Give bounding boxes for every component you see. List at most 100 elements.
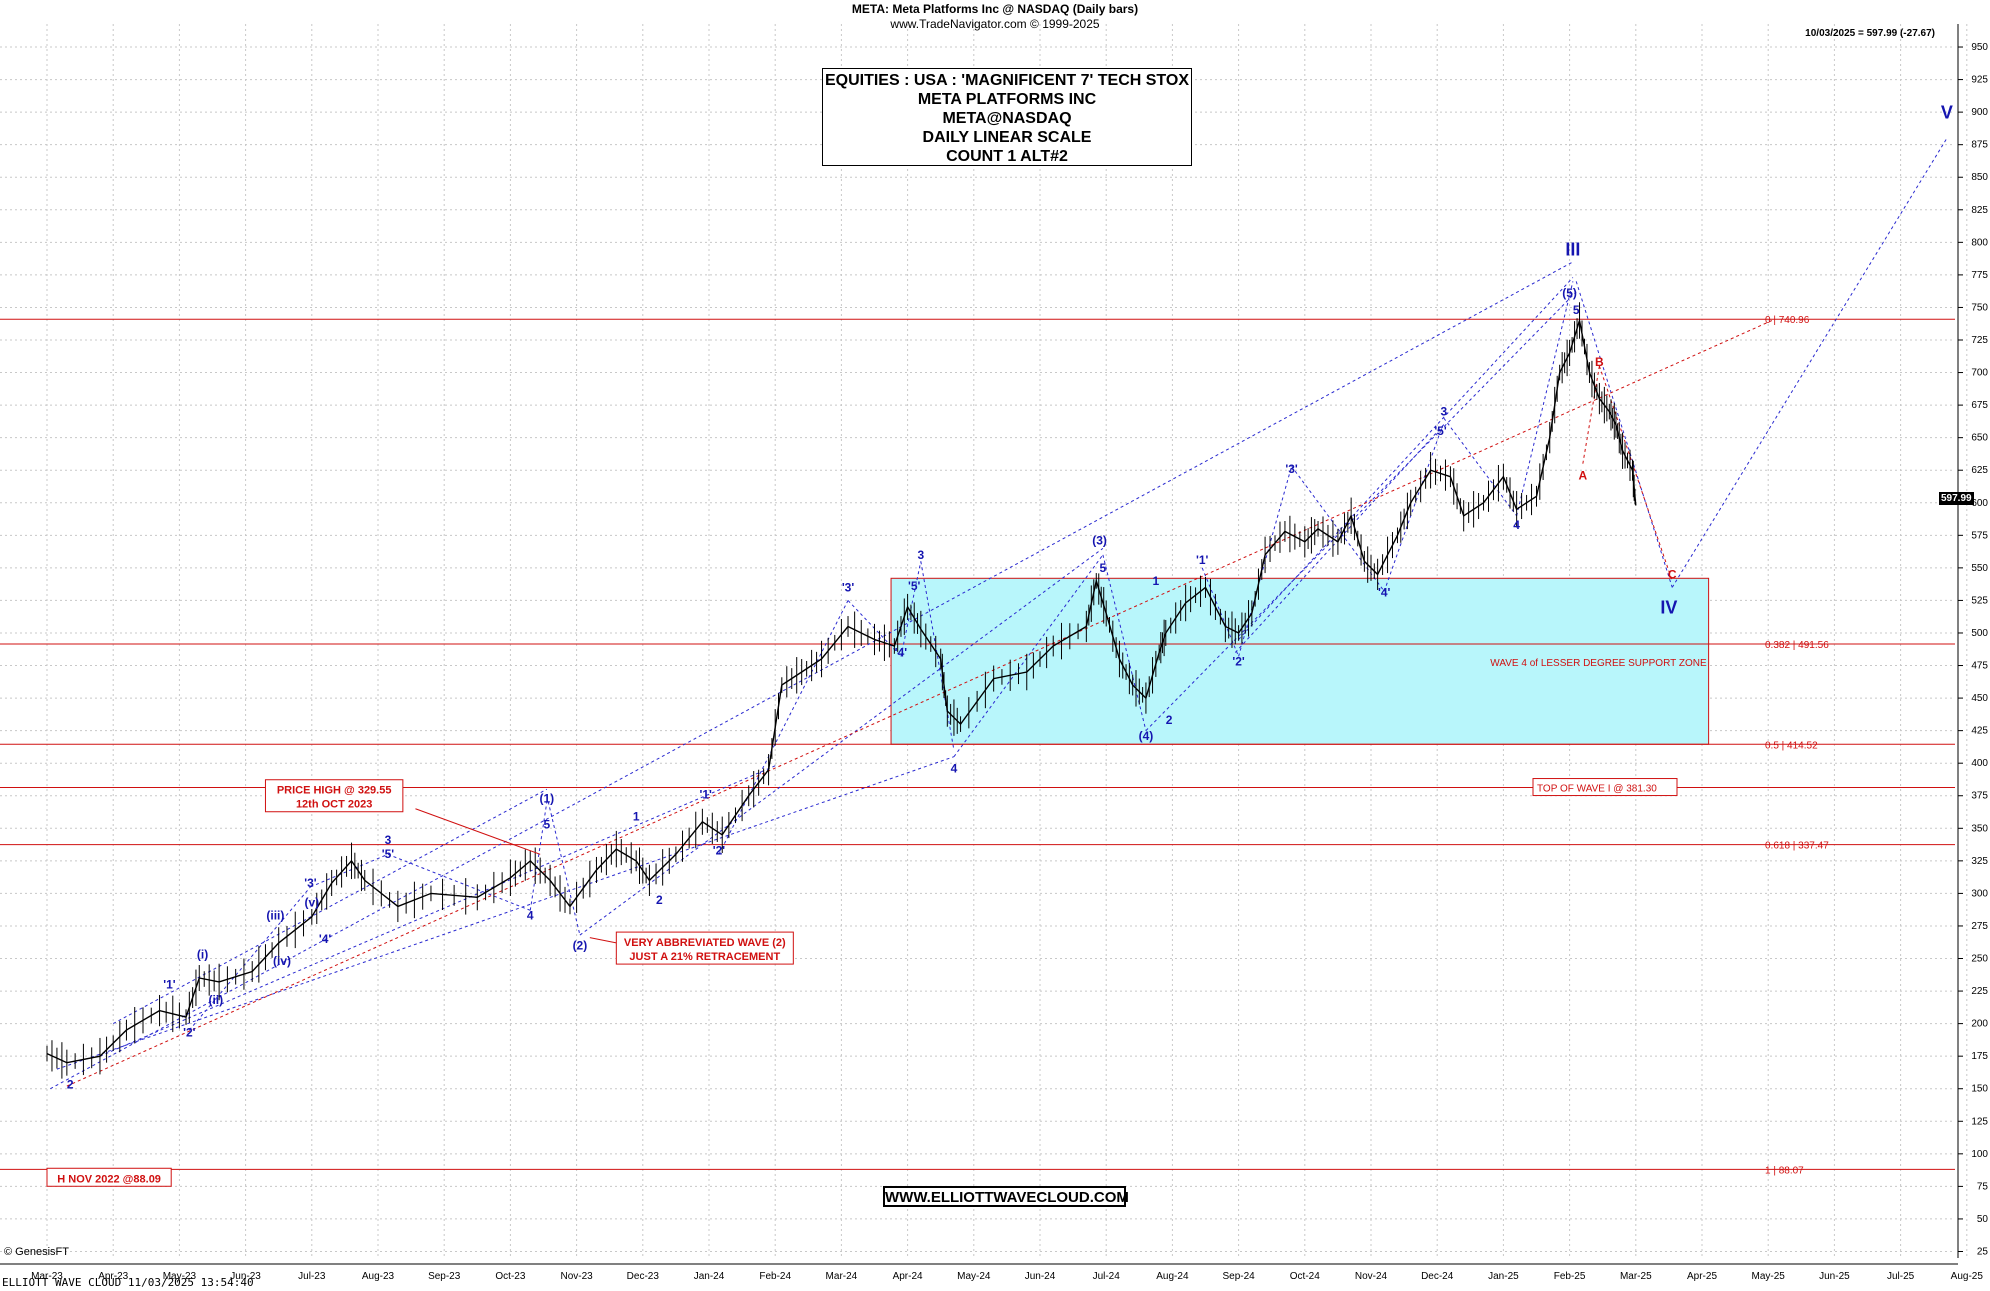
wave-label: (ii) [208, 993, 223, 1007]
x-tick-label: Apr-24 [893, 1271, 923, 1282]
y-tick-label: 925 [1971, 75, 1988, 86]
wave-label: 3 [385, 833, 392, 847]
channel-line [1145, 291, 1577, 731]
y-tick-label: 475 [1971, 661, 1988, 672]
fib-label-box [1532, 778, 1678, 797]
x-tick-label: Mar-25 [1620, 1271, 1652, 1282]
title-line: DAILY LINEAR SCALE [922, 129, 1092, 146]
title-line: META PLATFORMS INC [917, 91, 1097, 108]
wave-label: B [1595, 355, 1604, 369]
channel-line [1383, 430, 1441, 592]
x-tick-label: Oct-24 [1290, 1271, 1320, 1282]
wave-label: '1' [699, 787, 712, 801]
channel-line [579, 547, 1104, 936]
wave-label: '1' [1196, 553, 1209, 567]
website-label: WWW.ELLIOTTWAVECLOUD.COM [883, 1186, 1129, 1207]
x-tick-label: Aug-24 [1156, 1271, 1189, 1282]
y-tick-label: 700 [1971, 368, 1988, 379]
x-tick-label: Jun-25 [1819, 1271, 1850, 1282]
channel-line [1102, 554, 1147, 731]
y-tick-label: 300 [1971, 888, 1988, 899]
last-value-readout: 10/03/2025 = 597.99 (-27.67) [1805, 28, 1935, 39]
x-tick-label: Mar-23 [31, 1271, 63, 1282]
y-tick-label: 800 [1971, 237, 1988, 248]
footer-stamp: ELLIOTT WAVE CLOUD 11/03/2025 13:54:40 [2, 1276, 254, 1289]
y-tick-label: 775 [1971, 270, 1988, 281]
y-tick-label: 175 [1971, 1051, 1988, 1062]
wave-label: 3 [1440, 405, 1447, 419]
y-tick-label: 100 [1971, 1149, 1988, 1160]
x-tick-label: Dec-23 [627, 1271, 660, 1282]
y-tick-label: 225 [1971, 986, 1988, 997]
last-price-tag: 597.99 [1939, 492, 1974, 505]
channel-line [310, 853, 389, 888]
channel-line [112, 788, 548, 1025]
y-tick-label: 625 [1971, 465, 1988, 476]
y-tick-label: 250 [1971, 954, 1988, 965]
y-tick-label: 275 [1971, 921, 1988, 932]
y-tick-label: 675 [1971, 400, 1988, 411]
y-tick-label: 850 [1971, 172, 1988, 183]
x-tick-label: May-23 [163, 1271, 197, 1282]
y-tick-label: 600 [1971, 498, 1988, 509]
annotation-text: 12th OCT 2023 [296, 799, 372, 811]
wave-label: '3' [1285, 462, 1298, 476]
y-tick-label: 25 [1977, 1246, 1989, 1257]
channel-line [1671, 137, 1948, 588]
y-tick-label: 525 [1971, 595, 1988, 606]
channel-line [529, 802, 548, 911]
fib-line-label: 0.5 | 414.52 [1765, 740, 1818, 751]
wave-label: A [1579, 468, 1588, 482]
x-tick-label: Apr-25 [1687, 1271, 1717, 1282]
channel-line [387, 853, 531, 911]
annotations: PRICE HIGH @ 329.55 12th OCT 2023 VERY ABB… [46, 779, 794, 1187]
channel-line [1443, 417, 1518, 517]
y-tick-label: 325 [1971, 856, 1988, 867]
y-tick-label: 350 [1971, 823, 1988, 834]
fib-line-label: 0.382 | 491.56 [1765, 640, 1829, 651]
chart-title-box: EQUITIES : USA : 'MAGNIFICENT 7' TECH ST… [822, 68, 1192, 166]
annotation-text: VERY ABBREVIATED WAVE (2) [624, 937, 786, 949]
channel-line [1291, 466, 1385, 592]
price-series [46, 302, 1637, 1079]
y-tick-label: 425 [1971, 726, 1988, 737]
y-tick-label: 375 [1971, 791, 1988, 802]
wave-label: '1' [163, 977, 176, 991]
x-tick-label: Oct-23 [495, 1271, 525, 1282]
channel-line [1201, 567, 1240, 657]
x-tick-label: Mar-24 [826, 1271, 858, 1282]
x-tick-label: Aug-23 [362, 1271, 395, 1282]
wave-label: '5' [908, 579, 921, 593]
wave-label: (v) [304, 895, 319, 909]
genesis-credit: © GenesisFT [4, 1246, 69, 1258]
wave-label: V [1941, 103, 1953, 123]
chart-header-source: www.TradeNavigator.com © 1999-2025 [890, 17, 1100, 31]
wave-label: '2' [1232, 655, 1245, 669]
annotation-arrow [589, 937, 617, 944]
wave-label: (2) [573, 938, 588, 952]
wave-label: (1) [539, 791, 554, 805]
wave-label: '4' [1378, 586, 1391, 600]
y-tick-label: 500 [1971, 628, 1988, 639]
fib-line-label: TOP OF WAVE I @ 381.30 [1537, 784, 1657, 795]
annotation-text: H NOV 2022 @88.09 [57, 1173, 161, 1185]
wave-label: 2 [1166, 713, 1173, 727]
title-line: EQUITIES : USA : 'MAGNIFICENT 7' TECH ST… [824, 72, 1190, 89]
x-tick-label: Nov-23 [560, 1271, 593, 1282]
x-tick-label: Feb-24 [759, 1271, 791, 1282]
x-tick-label: Jun-24 [1025, 1271, 1056, 1282]
title-line: META@NASDAQ [942, 110, 1072, 127]
y-tick-label: 725 [1971, 335, 1988, 346]
wave-label: (iv) [273, 954, 291, 968]
x-tick-label: Aug-25 [1951, 1271, 1984, 1282]
x-tick-label: Jul-25 [1887, 1271, 1915, 1282]
projection-line [1598, 365, 1673, 582]
wave-label: 3 [917, 548, 924, 562]
support-zone-label: WAVE 4 of LESSER DEGREE SUPPORT ZONE [1490, 658, 1707, 669]
channel-line [188, 886, 311, 1031]
x-tick-label: Jul-23 [298, 1271, 326, 1282]
channel-line [1238, 277, 1574, 640]
annotation-box [46, 1167, 172, 1187]
channel-line [99, 765, 776, 1057]
annotation-box [615, 931, 794, 965]
